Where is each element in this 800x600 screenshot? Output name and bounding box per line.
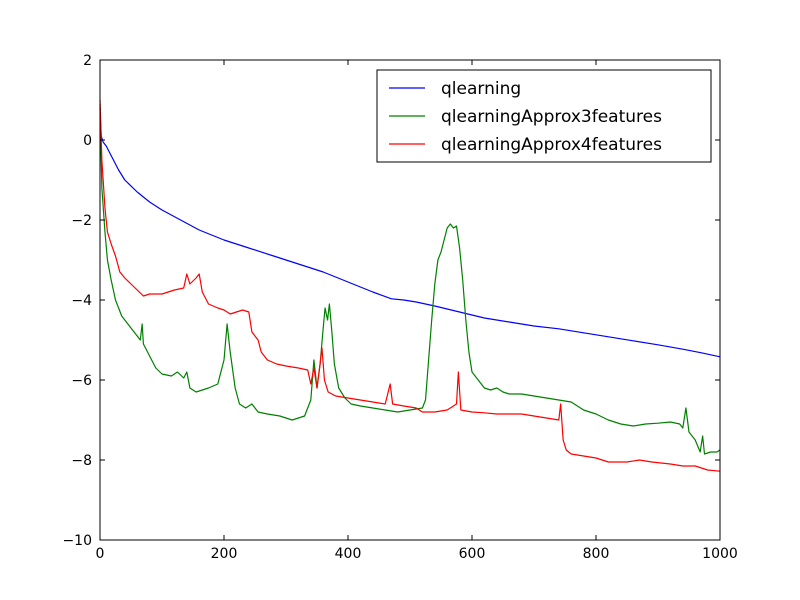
axis-ticks: 0 200 400 600 800 1000 −10 −8 −6 −4 −2 0 2 [62,53,737,562]
x-tick-label: 0 [96,546,105,562]
series-line-qlearningApprox4features [99,99,721,472]
x-tick-label: 600 [459,546,486,562]
legend-box [376,69,712,163]
legend-label: qlearningApprox3features [441,107,662,127]
y-tick-label: −4 [71,293,92,309]
x-tick-label: 800 [583,546,610,562]
y-tick-label: −8 [71,453,92,469]
y-tick-label: −2 [71,213,92,229]
x-tick-label: 200 [211,546,238,562]
y-tick-label: −10 [62,533,92,549]
plot-lines [99,99,721,472]
y-tick-label: 0 [83,133,92,149]
x-tick-label: 1000 [702,546,738,562]
legend: qlearning qlearningApprox3features qlearni… [376,69,712,163]
legend-label: qlearningApprox4features [441,135,662,155]
y-tick-label: 2 [83,53,92,69]
series-line-qlearningApprox3features [99,103,721,455]
y-tick-label: −6 [71,373,92,389]
x-tick-label: 400 [335,546,362,562]
series-line-qlearning [99,107,721,358]
legend-label: qlearning [441,79,521,99]
